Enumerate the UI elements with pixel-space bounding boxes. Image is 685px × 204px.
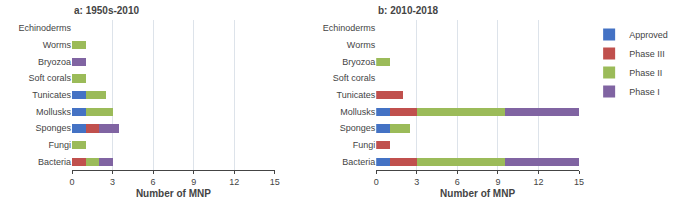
svg-text:b: 2010-2018: b: 2010-2018 [378,5,438,16]
svg-text:Fungi: Fungi [353,140,376,150]
svg-text:9: 9 [495,177,500,187]
svg-text:Soft corals: Soft corals [28,73,71,83]
svg-text:Approved: Approved [629,30,668,40]
svg-text:3: 3 [110,177,115,187]
svg-text:Bryozoa: Bryozoa [38,57,71,67]
svg-text:Bacteria: Bacteria [38,157,71,167]
svg-text:9: 9 [191,177,196,187]
svg-text:Phase III: Phase III [629,49,665,59]
svg-text:Phase II: Phase II [629,68,662,78]
svg-text:Mollusks: Mollusks [340,107,376,117]
svg-text:12: 12 [533,177,543,187]
svg-text:0: 0 [69,177,74,187]
svg-text:Phase I: Phase I [629,87,660,97]
svg-text:Worms: Worms [347,40,376,50]
svg-text:Bryozoa: Bryozoa [342,57,375,67]
svg-text:15: 15 [270,177,280,187]
svg-text:6: 6 [455,177,460,187]
svg-text:Echinoderms: Echinoderms [323,23,376,33]
svg-text:Soft corals: Soft corals [333,73,376,83]
svg-text:a: 1950s-2010: a: 1950s-2010 [74,5,139,16]
svg-text:Sponges: Sponges [340,123,376,133]
svg-text:Tunicates: Tunicates [32,90,71,100]
svg-text:Bacteria: Bacteria [342,157,375,167]
svg-text:0: 0 [374,177,379,187]
svg-text:Tunicates: Tunicates [337,90,376,100]
svg-text:Echinoderms: Echinoderms [18,23,71,33]
svg-text:15: 15 [574,177,584,187]
svg-text:Number of MNP: Number of MNP [440,188,515,199]
svg-text:Worms: Worms [43,40,72,50]
svg-text:Fungi: Fungi [48,140,71,150]
svg-text:Mollusks: Mollusks [36,107,72,117]
svg-text:6: 6 [151,177,156,187]
svg-text:12: 12 [229,177,239,187]
svg-text:Number of MNP: Number of MNP [136,188,211,199]
svg-text:Sponges: Sponges [35,123,71,133]
svg-text:3: 3 [414,177,419,187]
